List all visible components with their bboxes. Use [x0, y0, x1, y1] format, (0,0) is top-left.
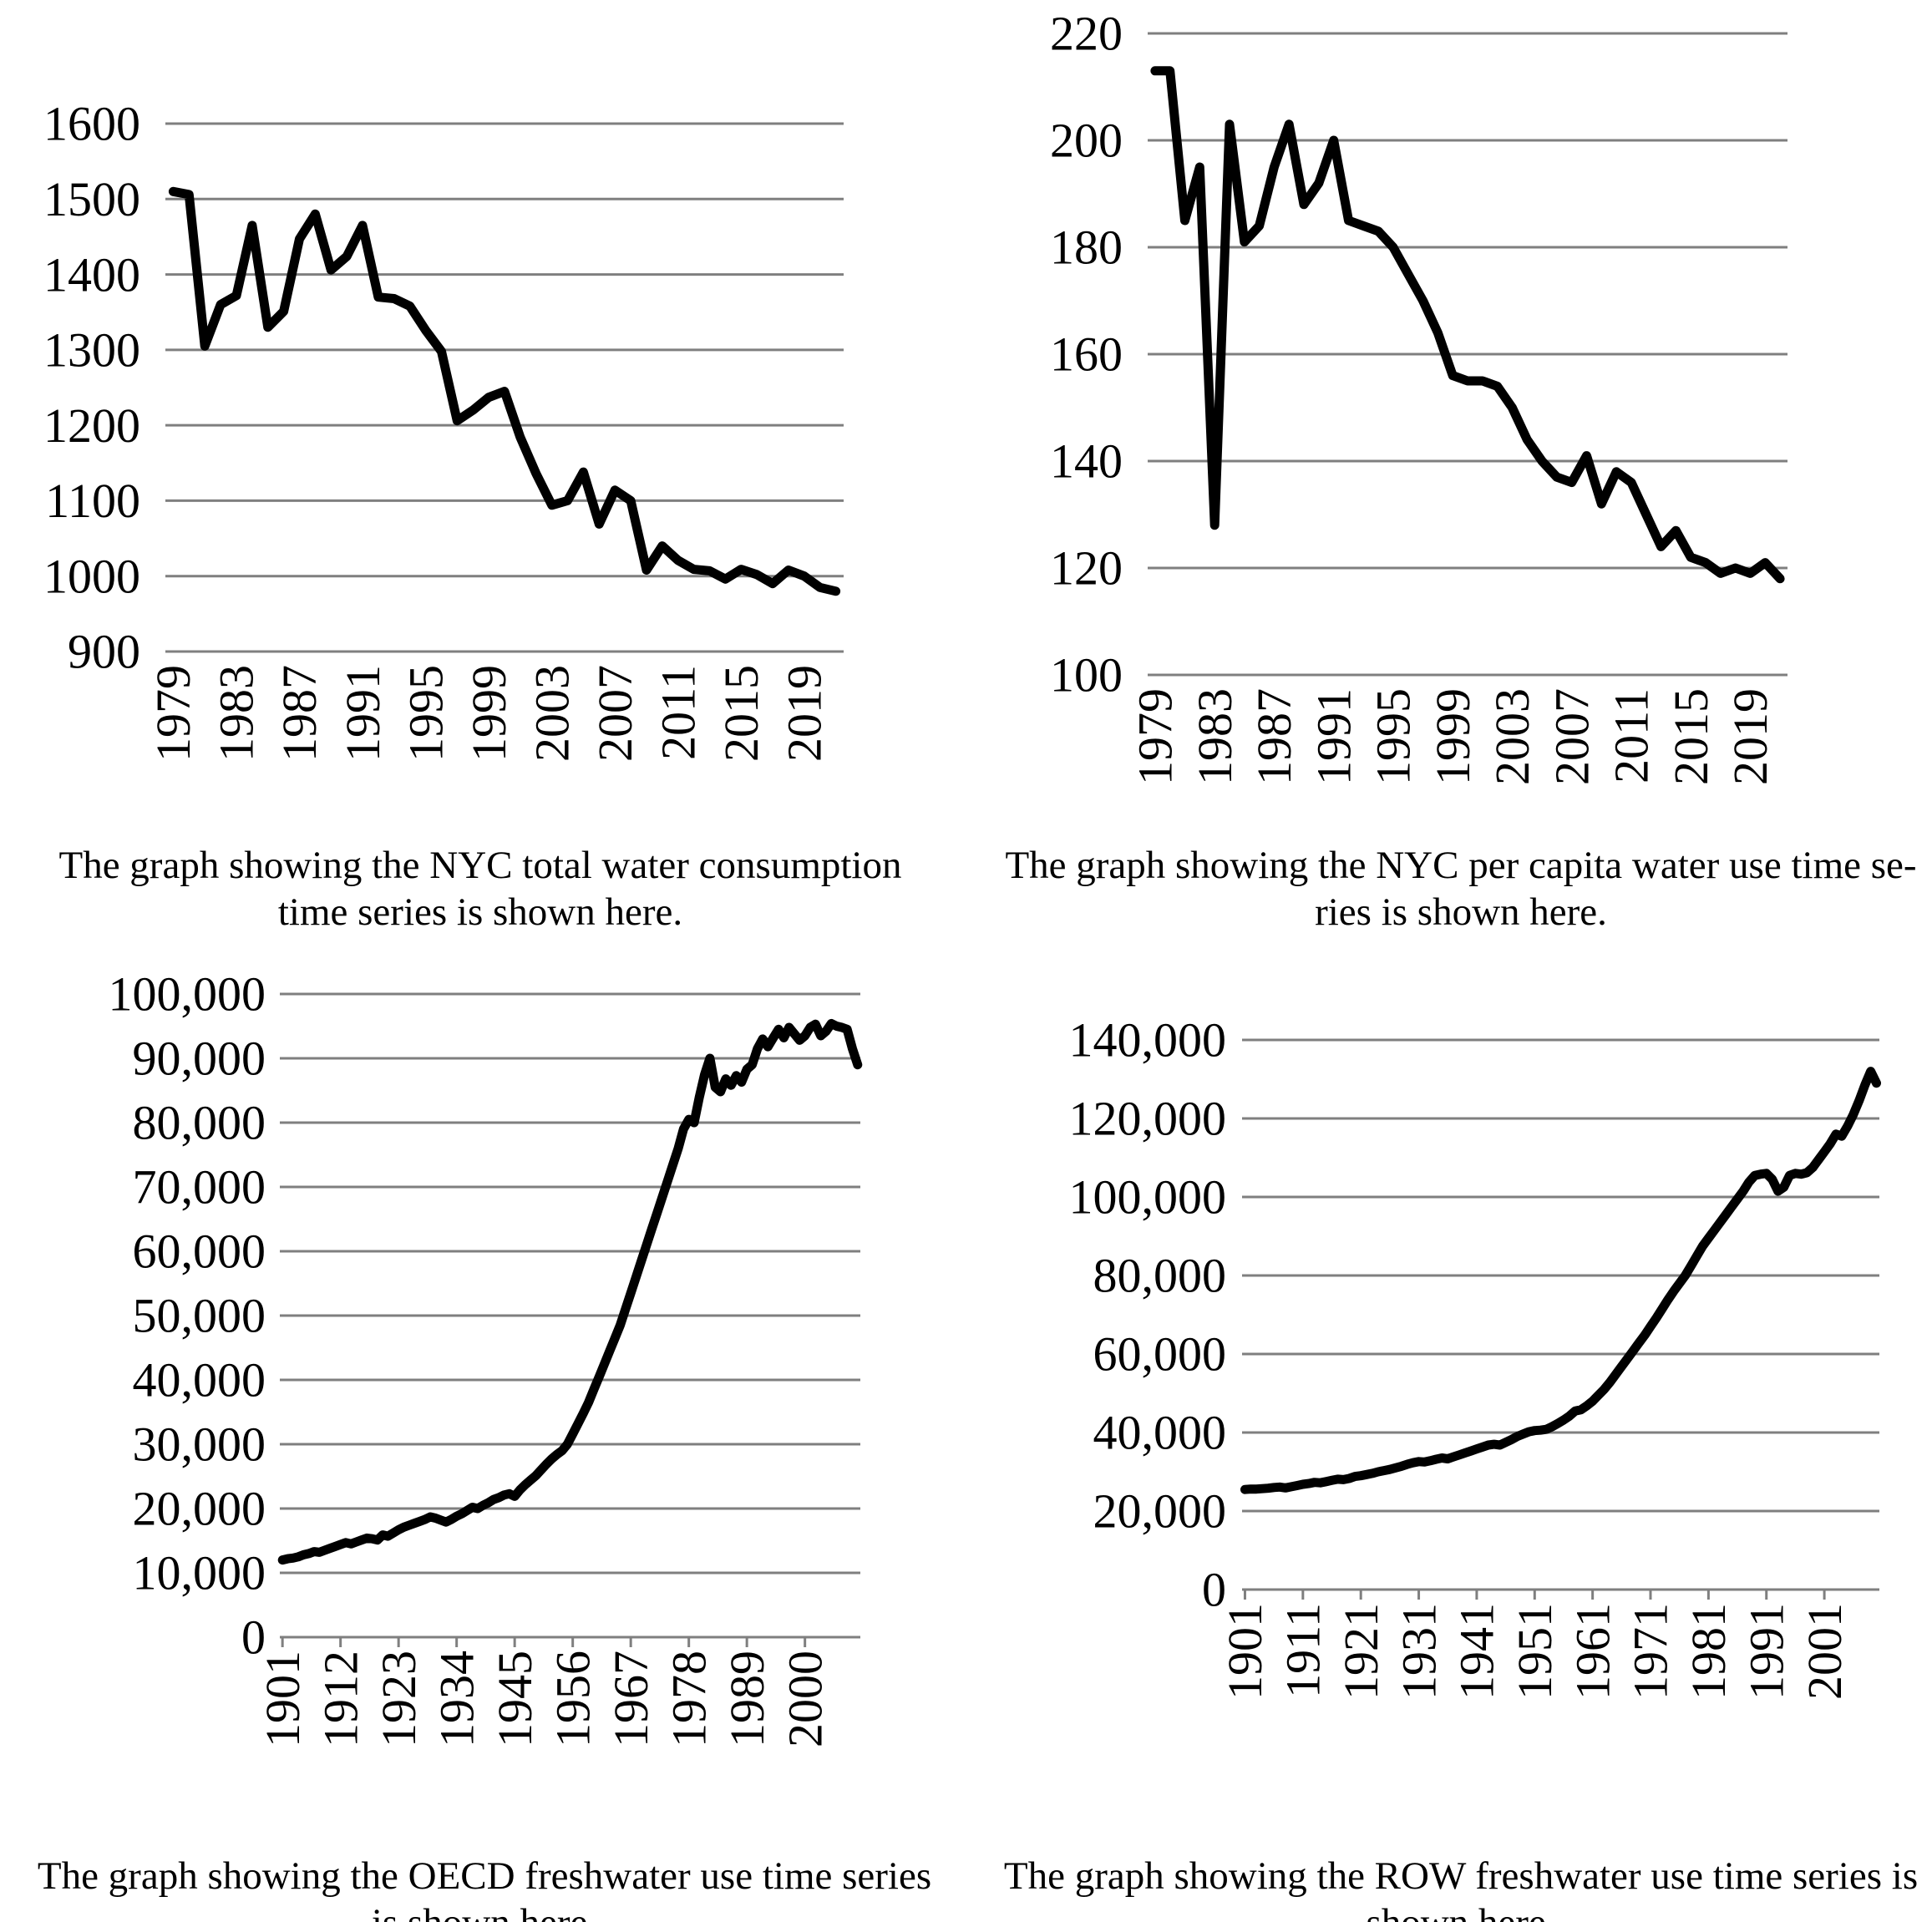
- x-tick-label: 1987: [1247, 688, 1301, 785]
- caption-row-freshwater: The graph showing the ROW freshwater use…: [994, 1853, 1928, 1922]
- x-tick-label: 2000: [778, 1651, 832, 1747]
- x-tick-label: 1961: [1565, 1603, 1620, 1700]
- y-tick-label: 30,000: [133, 1417, 266, 1472]
- y-tick-label: 40,000: [1093, 1406, 1227, 1460]
- x-tick-label: 2003: [1485, 688, 1539, 785]
- x-tick-label: 1991: [1739, 1603, 1793, 1700]
- y-tick-label: 60,000: [133, 1225, 266, 1279]
- x-tick-label: 2007: [588, 665, 642, 762]
- y-tick-label: 20,000: [133, 1482, 266, 1536]
- caption-nyc-total: The graph showing the NYC total water co…: [17, 842, 944, 936]
- y-tick-label: 140,000: [1069, 1013, 1227, 1067]
- y-tick-label: 180: [1050, 221, 1123, 275]
- caption-line: The graph showing the NYC per capita wat…: [1005, 844, 1917, 887]
- series-line: [1150, 66, 1785, 584]
- y-tick-label: 100,000: [1069, 1170, 1227, 1225]
- x-tick-label: 1995: [398, 665, 453, 762]
- y-tick-label: 80,000: [133, 1096, 266, 1150]
- caption-line: shown here.: [994, 1899, 1928, 1922]
- x-tick-label: 1945: [488, 1651, 542, 1747]
- series-line: [168, 186, 841, 596]
- x-tick-label: 1987: [272, 665, 327, 762]
- y-tick-label: 120: [1050, 541, 1123, 596]
- x-tick-label: 1979: [146, 665, 200, 762]
- caption-line: is shown here.: [17, 1899, 952, 1922]
- caption-line: The graph showing the OECD freshwater us…: [37, 1854, 932, 1898]
- series-line: [277, 1018, 863, 1565]
- y-tick-label: 220: [1050, 7, 1123, 61]
- y-tick-label: 0: [1202, 1563, 1226, 1617]
- y-tick-label: 160: [1050, 327, 1123, 382]
- x-tick-label: 1941: [1450, 1603, 1504, 1700]
- caption-line: time series is shown here.: [277, 890, 683, 934]
- x-tick-label: 2015: [1664, 688, 1718, 785]
- y-tick-label: 1300: [43, 323, 140, 378]
- y-tick-label: 100,000: [109, 967, 266, 1022]
- x-tick-label: 1978: [662, 1651, 716, 1747]
- y-tick-label: 120,000: [1069, 1092, 1227, 1146]
- x-tick-label: 1901: [1218, 1603, 1272, 1700]
- caption-line: The graph showing the NYC total water co…: [58, 844, 902, 887]
- x-tick-label: 1991: [336, 665, 390, 762]
- x-tick-label: 1901: [256, 1651, 310, 1747]
- y-tick-label: 70,000: [133, 1160, 266, 1215]
- x-tick-label: 2007: [1544, 688, 1599, 785]
- y-tick-label: 1200: [43, 398, 140, 453]
- x-tick-label: 1967: [604, 1651, 658, 1747]
- y-tick-label: 50,000: [133, 1289, 266, 1343]
- x-tick-label: 2019: [778, 665, 832, 762]
- y-tick-label: 140: [1050, 434, 1123, 489]
- x-tick-label: 1934: [429, 1651, 484, 1747]
- y-tick-label: 0: [241, 1610, 266, 1665]
- x-tick-label: 1999: [1426, 688, 1480, 785]
- y-tick-label: 1000: [43, 549, 140, 603]
- x-tick-label: 2019: [1723, 688, 1777, 785]
- y-tick-label: 1500: [43, 172, 140, 226]
- caption-line: The graph showing the ROW freshwater use…: [1003, 1854, 1919, 1898]
- chart-oecd-freshwater-use: 0 10,000 20,000 30,000 40,000 50,000 60,000 70,…: [109, 967, 863, 1747]
- x-tick-label: 1995: [1367, 688, 1421, 785]
- x-tick-label: 1911: [1276, 1603, 1331, 1698]
- y-tick-label: 40,000: [133, 1353, 266, 1407]
- x-tick-label: 1921: [1334, 1603, 1388, 1700]
- chart-row-freshwater-use: 0 20,000 40,000 60,000 80,000 100,000 120,000 1…: [1069, 1013, 1881, 1700]
- caption-nyc-per-capita: The graph showing the NYC per capita wat…: [994, 842, 1928, 936]
- y-tick-label: 1100: [45, 474, 140, 528]
- x-tick-label: 1971: [1624, 1603, 1678, 1700]
- x-tick-label: 1983: [1188, 688, 1242, 785]
- x-tick-label: 1923: [372, 1651, 426, 1747]
- caption-oecd-freshwater: The graph showing the OECD freshwater us…: [17, 1853, 952, 1922]
- x-tick-label: 1981: [1681, 1603, 1736, 1700]
- y-tick-label: 100: [1050, 648, 1123, 702]
- y-tick-label: 200: [1050, 114, 1123, 168]
- x-tick-label: 1999: [462, 665, 516, 762]
- x-tick-label: 1991: [1306, 688, 1361, 785]
- x-tick-label: 1989: [720, 1651, 774, 1747]
- x-tick-label: 1956: [545, 1651, 600, 1747]
- x-tick-label: 2015: [714, 665, 768, 762]
- x-tick-label: 2001: [1798, 1603, 1852, 1700]
- x-tick-label: 1983: [210, 665, 264, 762]
- x-tick-label: 1951: [1508, 1603, 1562, 1700]
- y-tick-label: 60,000: [1093, 1327, 1227, 1382]
- series-line: [1240, 1067, 1881, 1494]
- y-tick-label: 10,000: [133, 1546, 266, 1600]
- caption-line: ries is shown here.: [1315, 890, 1607, 934]
- y-tick-label: 20,000: [1093, 1484, 1227, 1539]
- y-tick-label: 90,000: [133, 1032, 266, 1086]
- y-tick-label: 1400: [43, 247, 140, 302]
- x-tick-label: 2011: [651, 665, 705, 760]
- x-tick-label: 1979: [1128, 688, 1183, 785]
- x-tick-label: 1912: [313, 1651, 368, 1747]
- y-tick-label: 900: [68, 625, 140, 679]
- y-tick-label: 80,000: [1093, 1249, 1227, 1303]
- x-tick-label: 1931: [1392, 1603, 1446, 1700]
- y-tick-label: 1600: [43, 97, 140, 151]
- x-tick-label: 2003: [525, 665, 579, 762]
- x-tick-label: 2011: [1605, 688, 1659, 784]
